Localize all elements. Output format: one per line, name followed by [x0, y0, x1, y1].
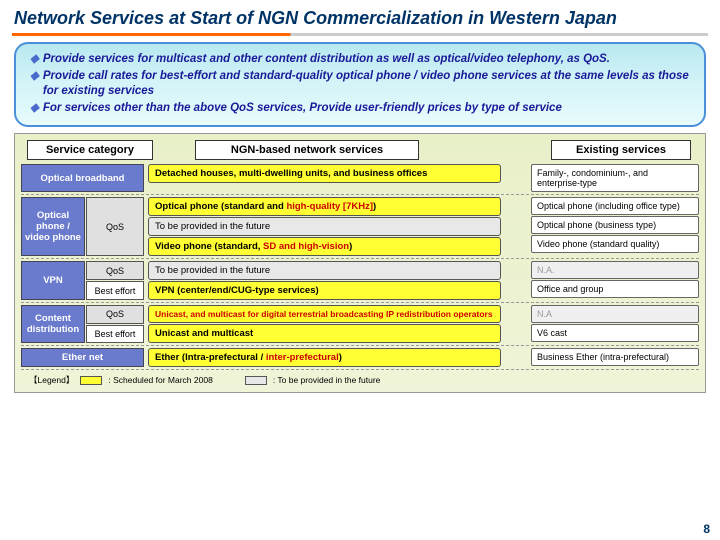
title-rule — [12, 33, 708, 36]
sub-cell: QoS — [86, 197, 144, 256]
bullet-icon: ◆ — [30, 52, 39, 68]
category-cell: Content distribution — [21, 305, 85, 343]
category-cell: VPN — [21, 261, 85, 300]
highlight-text: SD and high-vision — [263, 241, 349, 252]
existing-cell: V6 cast — [531, 324, 699, 342]
sub-column: QoSBest effort — [86, 305, 144, 343]
sub-cell: QoS — [86, 305, 144, 324]
legend-label: 【Legend】 — [29, 374, 74, 386]
service-cell: Unicast, and multicast for digital terre… — [148, 305, 501, 323]
services-panel: Service category NGN-based network servi… — [14, 133, 706, 393]
connector — [505, 164, 531, 192]
legend-swatch-yellow — [80, 376, 102, 385]
existing-column: N.AV6 cast — [531, 305, 699, 343]
service-cell: Video phone (standard, SD and high-visio… — [148, 237, 501, 256]
highlight-text: inter-prefectural — [266, 352, 339, 363]
legend: 【Legend】 : Scheduled for March 2008 : To… — [21, 372, 699, 388]
sub-cell: QoS — [86, 261, 144, 280]
hdr-existing: Existing services — [551, 140, 691, 160]
legend-gray-text: : To be provided in the future — [273, 375, 381, 385]
existing-cell: N.A — [531, 305, 699, 323]
connector — [505, 348, 531, 367]
highlight-text: high-quality [7KHz] — [286, 201, 373, 212]
ngn-column: To be provided in the futureVPN (center/… — [148, 261, 501, 300]
service-cell: VPN (center/end/CUG-type services) — [148, 281, 501, 300]
bullet-icon: ◆ — [30, 101, 39, 117]
existing-cell: Optical phone (business type) — [531, 216, 699, 234]
legend-yellow-text: : Scheduled for March 2008 — [108, 375, 212, 385]
bullet-item: ◆For services other than the above QoS s… — [30, 101, 690, 117]
ngn-column: Unicast, and multicast for digital terre… — [148, 305, 501, 343]
existing-column: N.A.Office and group — [531, 261, 699, 300]
service-row: Optical phone / video phoneQoSOptical ph… — [21, 197, 699, 259]
existing-cell: Family-, condominium-, and enterprise-ty… — [531, 164, 699, 192]
existing-column: Optical phone (including office type)Opt… — [531, 197, 699, 256]
highlight-text: Unicast, and multicast for digital terre… — [155, 309, 493, 319]
connector — [505, 261, 531, 300]
service-cell: Detached houses, multi-dwelling units, a… — [148, 164, 501, 183]
bullet-icon: ◆ — [30, 69, 39, 100]
existing-cell: Business Ether (intra-prefectural) — [531, 348, 699, 366]
ngn-column: Detached houses, multi-dwelling units, a… — [148, 164, 501, 192]
page-number: 8 — [703, 522, 710, 536]
ngn-column: Optical phone (standard and high-quality… — [148, 197, 501, 256]
category-cell: Optical broadband — [21, 164, 144, 192]
service-row: Ether netEther (Intra-prefectural / inte… — [21, 348, 699, 370]
ngn-column: Ether (Intra-prefectural / inter-prefect… — [148, 348, 501, 367]
existing-cell: Office and group — [531, 280, 699, 298]
hdr-category: Service category — [27, 140, 153, 160]
service-row: VPNQoSBest effortTo be provided in the f… — [21, 261, 699, 303]
bullet-item: ◆Provide services for multicast and othe… — [30, 52, 690, 68]
sub-column: QoS — [86, 197, 144, 256]
sub-column: QoSBest effort — [86, 261, 144, 300]
sub-cell: Best effort — [86, 325, 144, 344]
category-cell: Ether net — [21, 348, 144, 367]
bullet-item: ◆Provide call rates for best-effort and … — [30, 69, 690, 100]
legend-swatch-gray — [245, 376, 267, 385]
category-cell: Optical phone / video phone — [21, 197, 85, 256]
existing-cell: N.A. — [531, 261, 699, 279]
sub-cell: Best effort — [86, 281, 144, 300]
service-cell: To be provided in the future — [148, 217, 501, 236]
page-title: Network Services at Start of NGN Commerc… — [0, 0, 720, 33]
bullet-text: Provide call rates for best-effort and s… — [43, 69, 690, 100]
hdr-ngn: NGN-based network services — [195, 140, 419, 160]
service-row: Optical broadbandDetached houses, multi-… — [21, 164, 699, 195]
service-cell: Optical phone (standard and high-quality… — [148, 197, 501, 216]
service-cell: To be provided in the future — [148, 261, 501, 280]
existing-column: Business Ether (intra-prefectural) — [531, 348, 699, 367]
existing-cell: Optical phone (including office type) — [531, 197, 699, 215]
bullet-text: For services other than the above QoS se… — [43, 101, 562, 117]
connector — [505, 305, 531, 343]
existing-cell: Video phone (standard quality) — [531, 235, 699, 253]
connector — [505, 197, 531, 256]
service-cell: Ether (Intra-prefectural / inter-prefect… — [148, 348, 501, 367]
service-cell: Unicast and multicast — [148, 324, 501, 343]
existing-column: Family-, condominium-, and enterprise-ty… — [531, 164, 699, 192]
header-row: Service category NGN-based network servi… — [21, 140, 699, 160]
bullet-box: ◆Provide services for multicast and othe… — [14, 42, 706, 127]
bullet-text: Provide services for multicast and other… — [43, 52, 610, 68]
service-row: Content distributionQoSBest effortUnicas… — [21, 305, 699, 346]
